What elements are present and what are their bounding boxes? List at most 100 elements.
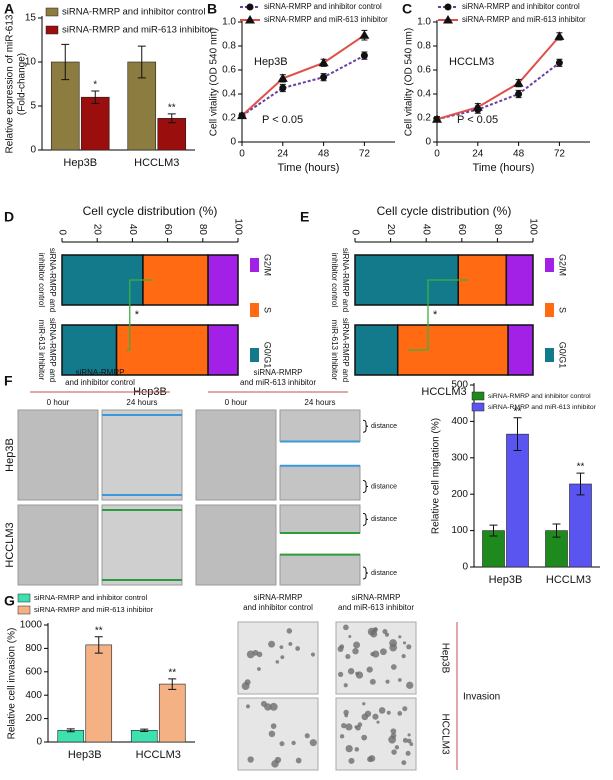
chart-title: Cell cycle distribution (%) — [377, 204, 512, 218]
cell — [269, 702, 278, 711]
y-tick-label: 1.0 — [417, 17, 431, 28]
legend-marker — [245, 15, 255, 24]
y-axis-label: Relative cell invasion (%) — [7, 628, 18, 740]
row-label: HCCLM3 — [4, 522, 16, 567]
point — [513, 78, 524, 87]
cell — [246, 704, 250, 709]
gap-label: distance — [371, 570, 397, 577]
cell — [295, 646, 301, 651]
cell — [397, 678, 402, 682]
significance: ** — [577, 462, 585, 473]
time-label: 24 hours — [126, 398, 157, 407]
category-label: siRNA-RMRP and — [341, 318, 350, 382]
cell — [348, 757, 355, 764]
x-tick-label: 0 — [434, 149, 440, 160]
legend-swatch — [545, 258, 554, 272]
y-tick-label: 0.4 — [417, 89, 431, 100]
time-label: 24 hours — [304, 398, 335, 407]
y-tick-label: 800 — [25, 643, 42, 654]
legend-label: G2/M — [558, 254, 568, 276]
x-axis-label: Time (hours) — [278, 162, 340, 174]
category-label: inhibitor control — [37, 253, 46, 307]
significance: ** — [168, 667, 176, 678]
gap-label: distance — [371, 423, 397, 430]
cell — [372, 650, 380, 658]
cell — [291, 740, 296, 746]
x-axis-label: Time (hours) — [473, 162, 535, 174]
point — [320, 73, 328, 81]
significance: ** — [514, 406, 522, 417]
point — [277, 73, 288, 82]
cell — [268, 640, 276, 648]
cell — [401, 654, 406, 659]
cell — [390, 728, 397, 735]
cell — [257, 667, 261, 671]
significance: ** — [95, 625, 103, 636]
y-tick-label: 300 — [451, 452, 468, 463]
legend-label: G2/M — [263, 254, 273, 276]
bar — [157, 118, 187, 151]
image — [279, 409, 361, 442]
cell — [389, 643, 398, 652]
cell — [345, 654, 351, 660]
y-tick-label: 500 — [451, 380, 468, 391]
legend-marker — [444, 3, 452, 11]
cell — [275, 660, 280, 664]
cell — [402, 706, 408, 712]
bar-segment — [207, 254, 239, 306]
y-tick-label: 0.6 — [222, 65, 236, 76]
image — [17, 409, 99, 501]
image — [195, 504, 277, 586]
y-axis-label: (Fold-change) — [17, 53, 28, 115]
bar — [85, 644, 113, 743]
cell — [398, 635, 402, 639]
cell — [406, 644, 412, 650]
x-tick-label: 24 — [277, 149, 289, 160]
panel-letter: F — [4, 373, 13, 389]
legend-swatch — [250, 348, 259, 362]
cell — [341, 722, 347, 729]
x-tick-label: 48 — [318, 149, 330, 160]
x-tick-label: 20 — [385, 224, 396, 236]
cell — [370, 651, 375, 657]
y-tick-label: 400 — [451, 416, 468, 427]
cell — [402, 641, 407, 645]
y-tick-label: 0.8 — [417, 41, 431, 52]
cell — [343, 709, 349, 716]
category-label: miR-613 inhibitor — [37, 320, 46, 381]
x-tick-label: 20 — [92, 224, 103, 236]
cell — [279, 741, 285, 747]
y-axis-label: Cell vitality (OD 540 nm) — [404, 28, 415, 136]
bar-segment — [61, 324, 118, 376]
point — [360, 52, 368, 60]
point — [318, 57, 329, 67]
cell — [354, 747, 360, 752]
bar-segment — [505, 254, 534, 306]
legend-label: G0/G1 — [558, 342, 568, 369]
y-tick-label: 200 — [451, 489, 468, 500]
legend-label: siRNA-RMRP and inhibitor control — [62, 7, 205, 18]
cell — [401, 760, 407, 766]
image — [101, 504, 183, 586]
x-tick-label: 100 — [232, 218, 243, 235]
image — [195, 409, 277, 501]
legend-swatch — [250, 303, 259, 317]
x-tick-label: 24 — [472, 149, 484, 160]
cell — [409, 742, 414, 747]
legend-swatch — [545, 348, 554, 362]
error-bar — [552, 523, 561, 538]
image — [17, 504, 99, 586]
cell — [394, 745, 400, 750]
y-tick-label: 0.4 — [222, 89, 236, 100]
series-line — [241, 34, 365, 117]
series-line — [241, 54, 365, 117]
cell — [354, 725, 358, 729]
x-tick-label: Hep3B — [489, 574, 523, 586]
cell — [406, 681, 414, 689]
cell — [260, 700, 267, 707]
y-tick-label: 0 — [462, 562, 468, 573]
error-bar — [140, 728, 149, 732]
image — [101, 409, 183, 501]
bar — [506, 433, 529, 568]
time-label: 0 hour — [47, 398, 70, 407]
